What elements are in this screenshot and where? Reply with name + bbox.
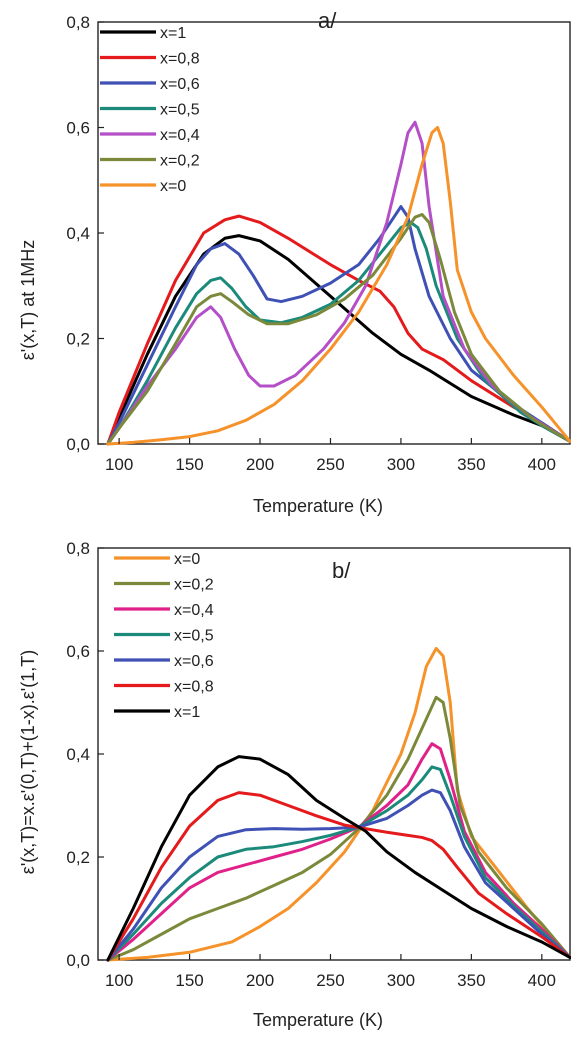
chart-panel-a: 100 150 200 250 300 350 400 0,0 0,2 0,4 0,6 0,8 x=1… <box>18 8 571 516</box>
x-tick-label: 100 <box>105 455 133 474</box>
legend-label: x=0,4 <box>174 602 214 619</box>
x-tick-label: 200 <box>246 971 274 990</box>
series-line <box>106 120 571 446</box>
y-axis-title: ε'(x,T) at 1MHz <box>18 240 38 360</box>
legend-label: x=0,2 <box>160 153 200 170</box>
x-tick-label: 400 <box>528 971 556 990</box>
legend-label: x=0,5 <box>174 628 214 645</box>
chart-panel-b: 100 150 200 250 300 350 400 0,0 0,2 0,4 0,6 0,8 x=0… <box>18 539 571 1030</box>
y-tick-label: 0,8 <box>66 539 90 558</box>
legend-label: x=0,6 <box>160 76 200 93</box>
series-line <box>106 755 571 962</box>
x-tick-label: 150 <box>175 971 203 990</box>
legend-label: x=1 <box>160 25 186 42</box>
y-tick-label: 0,8 <box>66 13 90 32</box>
legend-label: x=0,5 <box>160 102 200 119</box>
x-tick-label: 200 <box>246 455 274 474</box>
legend-label: x=0,8 <box>174 679 214 696</box>
legend-label: x=0,8 <box>160 51 200 68</box>
x-axis-title: Temperature (K) <box>253 496 383 516</box>
x-tick-label: 300 <box>387 971 415 990</box>
x-tick-label: 250 <box>316 971 344 990</box>
y-tick-label: 0,4 <box>66 745 90 764</box>
legend-label: x=0 <box>160 178 186 195</box>
series-line <box>106 213 571 446</box>
series-line <box>106 234 571 446</box>
series-line <box>106 765 571 962</box>
series-line <box>106 220 571 446</box>
series-line <box>106 742 571 962</box>
x-tick-label: 100 <box>105 971 133 990</box>
legend-label: x=1 <box>174 704 200 721</box>
series-line <box>106 695 571 962</box>
y-axis-title: ε'(x,T)=x.ε'(0,T)+(1-x).ε'(1,T) <box>18 650 38 874</box>
series-line <box>106 205 571 446</box>
y-tick-label: 0,2 <box>66 330 90 349</box>
x-tick-label: 350 <box>457 971 485 990</box>
ticks-layer: 100 150 200 250 300 350 400 0,0 0,2 0,4 0,6 0,8 <box>66 539 556 990</box>
y-tick-label: 0,0 <box>66 435 90 454</box>
x-axis-title: Temperature (K) <box>253 1010 383 1030</box>
legend-label: x=0,2 <box>174 577 214 594</box>
series-line <box>106 791 571 962</box>
x-tick-label: 350 <box>457 455 485 474</box>
series-line <box>106 788 571 962</box>
x-tick-label: 250 <box>316 455 344 474</box>
series-layer <box>106 120 571 446</box>
x-tick-label: 150 <box>175 455 203 474</box>
series-line <box>106 126 571 446</box>
series-line <box>106 646 571 962</box>
x-tick-label: 300 <box>387 455 415 474</box>
panel-label: b/ <box>332 558 351 583</box>
panel-label: a/ <box>318 8 337 33</box>
x-tick-label: 400 <box>528 455 556 474</box>
y-tick-label: 0,6 <box>66 119 90 138</box>
series-layer <box>106 646 571 962</box>
legend-label: x=0,4 <box>160 127 200 144</box>
y-tick-label: 0,4 <box>66 224 90 243</box>
y-tick-label: 0,0 <box>66 951 90 970</box>
legend: x=0 x=0,2 x=0,4 x=0,5 x=0,6 x=0,8 x=1 <box>114 551 214 721</box>
y-tick-label: 0,2 <box>66 848 90 867</box>
legend: x=1 x=0,8 x=0,6 x=0,5 x=0,4 x=0,2 x=0 <box>100 25 200 195</box>
legend-label: x=0 <box>174 551 200 568</box>
ticks-layer: 100 150 200 250 300 350 400 0,0 0,2 0,4 0,6 0,8 <box>66 13 556 474</box>
y-tick-label: 0,6 <box>66 642 90 661</box>
legend-label: x=0,6 <box>174 653 214 670</box>
